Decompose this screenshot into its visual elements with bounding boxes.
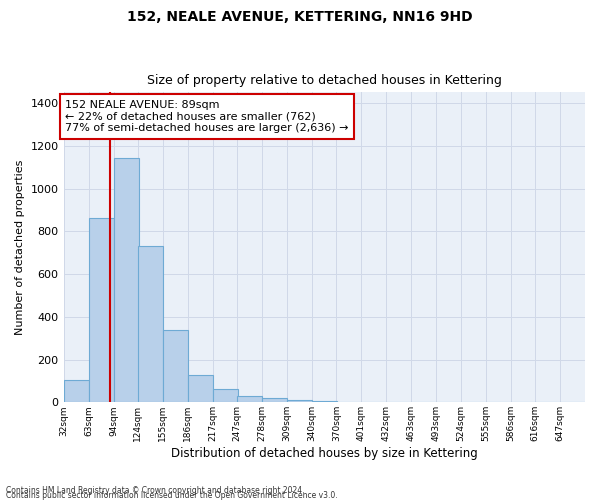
Text: 152 NEALE AVENUE: 89sqm
← 22% of detached houses are smaller (762)
77% of semi-d: 152 NEALE AVENUE: 89sqm ← 22% of detache… [65,100,349,133]
Text: Contains public sector information licensed under the Open Government Licence v3: Contains public sector information licen… [6,491,338,500]
Y-axis label: Number of detached properties: Number of detached properties [15,160,25,335]
Bar [89,218,113,402]
Title: Size of property relative to detached houses in Kettering: Size of property relative to detached ho… [147,74,502,87]
Bar [113,158,139,402]
Text: Contains HM Land Registry data © Crown copyright and database right 2024.: Contains HM Land Registry data © Crown c… [6,486,305,495]
X-axis label: Distribution of detached houses by size in Kettering: Distribution of detached houses by size … [171,447,478,460]
Bar [262,398,287,402]
Bar [213,390,238,402]
Bar [188,374,213,402]
Bar [138,246,163,402]
Bar [237,396,262,402]
Bar [312,400,337,402]
Bar [64,380,89,402]
Text: 152, NEALE AVENUE, KETTERING, NN16 9HD: 152, NEALE AVENUE, KETTERING, NN16 9HD [127,10,473,24]
Bar [287,400,312,402]
Bar [163,330,188,402]
